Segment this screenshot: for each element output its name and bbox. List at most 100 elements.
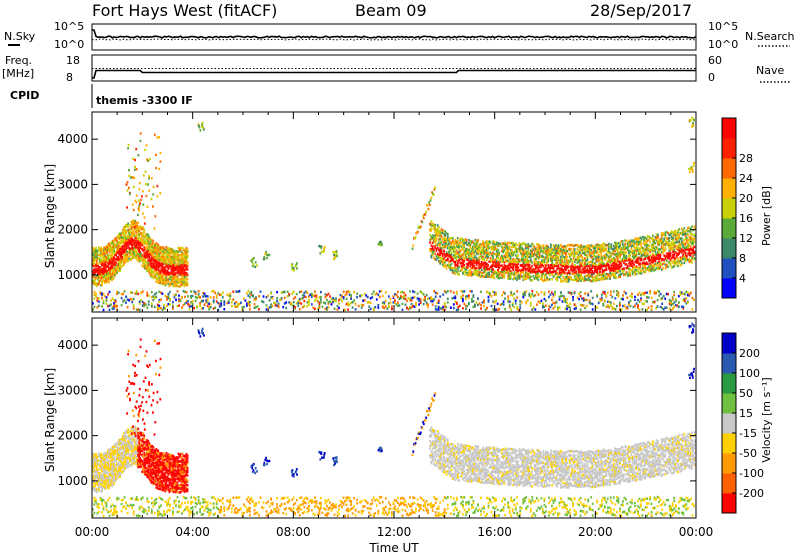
power-cell [102, 254, 104, 257]
power-cell [170, 262, 173, 265]
power-cell [537, 243, 540, 246]
power-cell [156, 247, 159, 250]
power-cell [650, 269, 653, 272]
power-cell [93, 250, 95, 253]
power-cell [303, 291, 306, 295]
power-cell [92, 275, 94, 278]
power-cell [156, 195, 159, 198]
power-cell [292, 300, 295, 304]
power-cell [398, 304, 401, 307]
power-cell [585, 259, 588, 263]
power-cell [443, 257, 445, 260]
power-cell [548, 247, 551, 251]
power-cell [592, 246, 595, 250]
power-cell [531, 250, 533, 254]
power-cell [188, 303, 191, 306]
power-cell [521, 271, 523, 274]
power-cell [591, 264, 594, 267]
power-cell [300, 290, 303, 293]
power-cell [444, 259, 447, 262]
power-cell [111, 241, 113, 245]
power-cell [153, 305, 156, 309]
power-cell [237, 290, 239, 293]
power-cell [519, 276, 522, 279]
power-cell [658, 254, 661, 257]
power-cell [503, 266, 506, 270]
power-cell [636, 240, 639, 244]
power-cell [438, 255, 440, 259]
power-cell [167, 254, 170, 257]
power-cell [166, 278, 169, 281]
power-cell [384, 305, 387, 308]
power-cell [441, 238, 444, 242]
power-cell [318, 244, 320, 248]
power-cell [562, 251, 565, 254]
power-cell [678, 260, 681, 263]
power-cell [538, 260, 541, 264]
power-cell [108, 277, 110, 280]
power-cell [571, 265, 574, 268]
power-cell [616, 249, 619, 253]
power-cell [118, 250, 120, 253]
power-cell [523, 242, 526, 246]
power-cell [103, 263, 105, 267]
power-cell [335, 300, 337, 303]
power-cell [371, 296, 374, 299]
power-cell [115, 261, 117, 264]
power-cell [125, 251, 127, 255]
power-cell [330, 297, 333, 301]
power-cell [97, 253, 99, 256]
power-cell [649, 270, 652, 273]
power-cell [536, 249, 538, 253]
power-cell [94, 250, 96, 253]
power-cell [430, 196, 433, 199]
power-cell [512, 268, 515, 272]
power-cell [121, 264, 123, 268]
power-cell [490, 254, 493, 257]
power-cell [540, 266, 542, 269]
power-cell [474, 247, 477, 250]
power-cell [542, 272, 545, 275]
power-cell [592, 244, 595, 248]
power-cell [641, 235, 644, 239]
power-cell [103, 248, 105, 251]
power-cell [148, 241, 151, 244]
power-cell [120, 266, 122, 269]
power-cell [567, 259, 570, 263]
power-cell [172, 259, 175, 262]
power-cell [673, 265, 676, 268]
power-cell [678, 244, 681, 247]
power-cell [545, 245, 547, 248]
power-cell [518, 276, 521, 279]
power-cell [166, 272, 169, 276]
power-cell [276, 300, 278, 303]
power-cell [503, 270, 506, 273]
power-cell [504, 243, 507, 246]
power-cell [679, 243, 682, 246]
power-cell [624, 257, 627, 260]
power-cell [670, 231, 673, 235]
power-cell [629, 250, 632, 253]
power-cell [152, 272, 155, 275]
power-cell [618, 251, 620, 254]
power-cell [111, 260, 113, 264]
power-cell [162, 279, 165, 283]
power-cell [446, 264, 449, 267]
power-cell [173, 255, 176, 258]
power-cell [99, 292, 102, 295]
power-cell [619, 275, 621, 278]
power-cell [531, 279, 533, 282]
power-cell [179, 279, 182, 282]
power-cell [646, 248, 649, 251]
power-cell [619, 248, 621, 251]
power-cell [440, 251, 443, 254]
power-cell [160, 264, 163, 267]
power-cell [620, 248, 623, 251]
power-cell [552, 263, 555, 267]
power-cell [138, 204, 141, 207]
power-cell [575, 251, 577, 254]
power-cell [599, 247, 601, 251]
power-cell [631, 261, 634, 265]
power-cell [495, 241, 498, 244]
power-cell [134, 158, 136, 162]
